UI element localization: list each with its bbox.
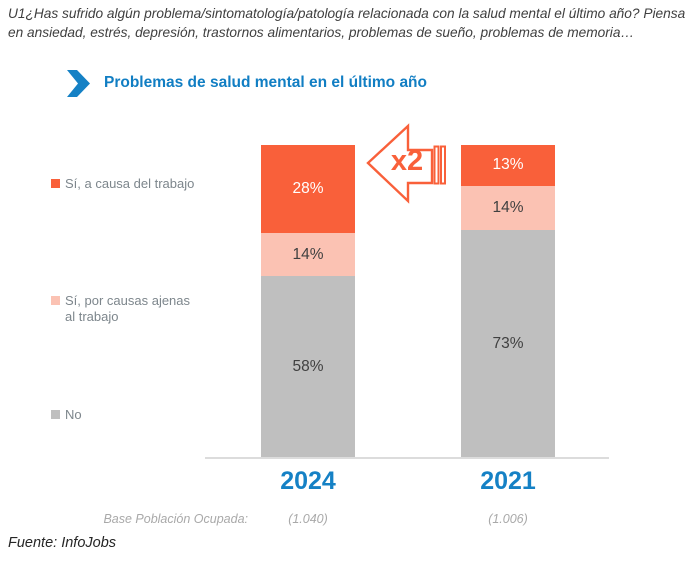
stacked-bar-2021: 13% 14% 73%	[461, 145, 555, 458]
base-population-label: Base Población Ocupada:	[103, 512, 248, 526]
bar-segment: 28%	[261, 145, 355, 233]
stacked-bar-2024: 28% 14% 58%	[261, 145, 355, 458]
legend-item-si-causas-ajenas: Sí, por causas ajenas al trabajo	[51, 293, 203, 325]
chart-title: Problemas de salud mental en el último a…	[104, 74, 427, 91]
bar-segment: 58%	[261, 276, 355, 458]
multiplier-label: x2	[390, 145, 424, 177]
bar-segment: 13%	[461, 145, 555, 186]
base-value-2024: (1.040)	[288, 512, 328, 526]
legend-label: Sí, por causas ajenas al trabajo	[65, 293, 191, 324]
base-value-2021: (1.006)	[488, 512, 528, 526]
year-label-2021: 2021	[480, 467, 536, 495]
bar-segment: 14%	[461, 185, 555, 230]
bar-segment-value: 28%	[292, 179, 324, 197]
bar-segment-value: 58%	[292, 358, 324, 376]
year-label-2024: 2024	[280, 467, 336, 495]
legend-item-no: No	[51, 407, 151, 423]
legend-swatch-gray	[51, 410, 60, 419]
bar-segment-value: 13%	[492, 156, 524, 174]
legend-label: No	[65, 407, 82, 422]
bar-segment-value: 14%	[292, 245, 324, 263]
legend-item-si-causa-trabajo: Sí, a causa del trabajo	[51, 176, 221, 192]
legend-label: Sí, a causa del trabajo	[65, 176, 195, 191]
chevron-right-icon	[67, 70, 90, 97]
survey-question-text: U1¿Has sufrido algún problema/sintomatol…	[8, 6, 686, 40]
x-axis-line	[205, 457, 609, 459]
bar-segment: 73%	[461, 229, 555, 458]
multiplier-arrow-left-icon	[366, 123, 446, 204]
bar-segment-value: 14%	[492, 198, 524, 216]
legend-swatch-pink	[51, 296, 60, 305]
source-text: Fuente: InfoJobs	[8, 535, 117, 551]
bar-segment: 14%	[261, 232, 355, 277]
bar-segment-value: 73%	[492, 334, 524, 352]
legend-swatch-orange	[51, 179, 60, 188]
